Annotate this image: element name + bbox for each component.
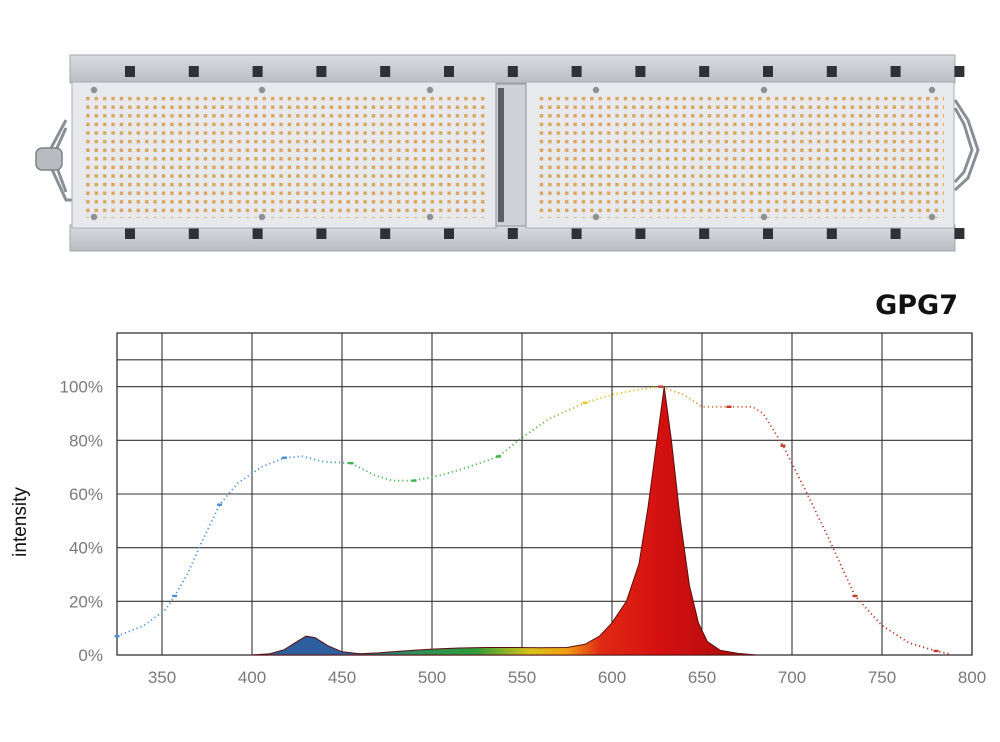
reference-line-point bbox=[933, 649, 939, 653]
mounting-clip-icon bbox=[699, 228, 710, 239]
mounting-clip-icon bbox=[252, 228, 263, 239]
mounting-clip-icon bbox=[444, 228, 454, 239]
x-tick-label: 400 bbox=[238, 668, 266, 687]
right-handle-icon bbox=[953, 99, 980, 192]
y-tick-label: 20% bbox=[69, 592, 103, 611]
mounting-clip-icon bbox=[571, 228, 582, 239]
x-tick-label: 800 bbox=[958, 668, 986, 687]
mounting-clip-icon bbox=[316, 66, 327, 77]
mounting-clip-icon bbox=[571, 66, 582, 77]
y-tick-label: 60% bbox=[69, 485, 103, 504]
y-axis-title: intensity bbox=[10, 487, 31, 557]
mounting-clip-icon bbox=[635, 228, 646, 239]
screw-icon bbox=[90, 213, 98, 221]
reference-line-point bbox=[348, 461, 354, 465]
x-tick-label: 450 bbox=[328, 668, 356, 687]
reference-line-point bbox=[281, 456, 287, 459]
mounting-clip-icon bbox=[507, 66, 518, 77]
mounting-clip-icon bbox=[444, 66, 454, 77]
screw-icon bbox=[760, 86, 768, 94]
screw-icon bbox=[426, 213, 434, 221]
x-tick-label: 700 bbox=[778, 668, 806, 687]
x-tick-label: 750 bbox=[868, 668, 896, 687]
reference-line-point bbox=[172, 594, 178, 598]
mounting-clip-icon bbox=[380, 228, 391, 239]
mounting-clip-icon bbox=[316, 228, 327, 239]
mounting-clip-icon bbox=[890, 228, 901, 239]
mounting-clip-icon bbox=[763, 228, 773, 239]
screw-icon bbox=[426, 86, 434, 94]
reference-spectrum-line bbox=[116, 385, 949, 655]
mounting-clip-icon bbox=[188, 66, 199, 77]
reference-line-point bbox=[496, 455, 502, 458]
screw-icon bbox=[258, 86, 266, 94]
y-tick-label: 100% bbox=[60, 378, 103, 397]
reference-line-point bbox=[582, 401, 588, 404]
y-tick-label: 80% bbox=[69, 431, 103, 450]
reference-line-point bbox=[658, 385, 664, 388]
mounting-clip-icon bbox=[380, 66, 391, 77]
x-tick-label: 550 bbox=[508, 668, 536, 687]
screw-icon bbox=[760, 213, 768, 221]
mounting-clip-icon bbox=[699, 66, 710, 77]
x-tick-label: 500 bbox=[418, 668, 446, 687]
reference-line-point bbox=[114, 635, 120, 638]
screw-icon bbox=[592, 213, 600, 221]
y-tick-label: 40% bbox=[69, 539, 103, 558]
screw-icon bbox=[928, 213, 936, 221]
x-tick-label: 600 bbox=[598, 668, 626, 687]
mounting-clip-icon bbox=[507, 228, 518, 239]
mounting-clip-icon bbox=[763, 66, 773, 77]
mounting-clip-icon bbox=[826, 228, 837, 239]
screw-icon bbox=[90, 86, 98, 94]
mounting-clip-icon bbox=[826, 66, 837, 77]
mounting-clip-icon bbox=[954, 66, 965, 77]
screw-icon bbox=[592, 86, 600, 94]
mounting-clip-icon bbox=[125, 66, 135, 77]
x-tick-label: 350 bbox=[148, 668, 176, 687]
mounting-clip-icon bbox=[252, 66, 263, 77]
mounting-clip-icon bbox=[125, 228, 135, 239]
model-label: GPG7 bbox=[875, 290, 958, 321]
emission-spectrum-area bbox=[251, 386, 757, 656]
reference-line-point bbox=[726, 405, 732, 408]
reference-line-point bbox=[852, 594, 858, 598]
grow-light-fixture-image bbox=[35, 54, 980, 252]
screw-icon bbox=[258, 213, 266, 221]
reference-line-point bbox=[411, 479, 417, 482]
y-tick-label: 0% bbox=[78, 646, 103, 665]
mounting-clip-icon bbox=[188, 228, 199, 239]
mounting-clip-icon bbox=[954, 228, 965, 239]
reference-line-point bbox=[780, 444, 786, 447]
screw-icon bbox=[928, 86, 936, 94]
mounting-clip-icon bbox=[890, 66, 901, 77]
reference-line-point bbox=[217, 503, 223, 506]
mounting-clip-icon bbox=[635, 66, 646, 77]
x-tick-label: 650 bbox=[688, 668, 716, 687]
